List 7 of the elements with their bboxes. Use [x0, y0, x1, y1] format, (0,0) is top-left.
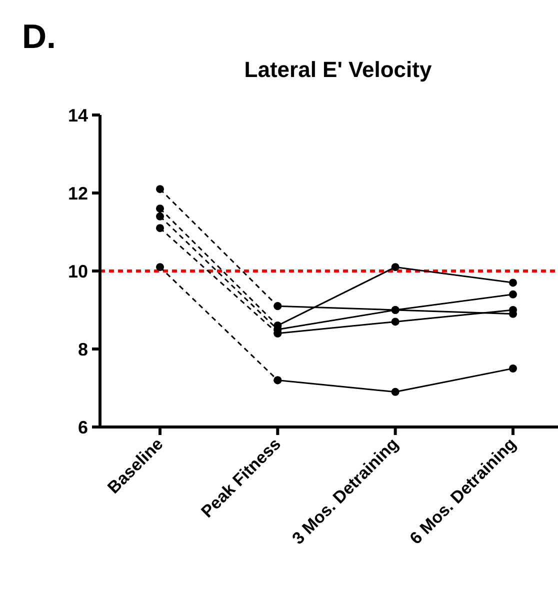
- y-tick-label: 12: [68, 183, 88, 204]
- y-tick-label: 8: [78, 339, 88, 360]
- y-tick-label: 14: [68, 105, 88, 126]
- text: D.: [22, 18, 56, 56]
- chart-title: Lateral E' Velocity: [244, 57, 432, 82]
- y-tick-label: 6: [78, 417, 88, 438]
- y-tick-label: 10: [68, 261, 88, 282]
